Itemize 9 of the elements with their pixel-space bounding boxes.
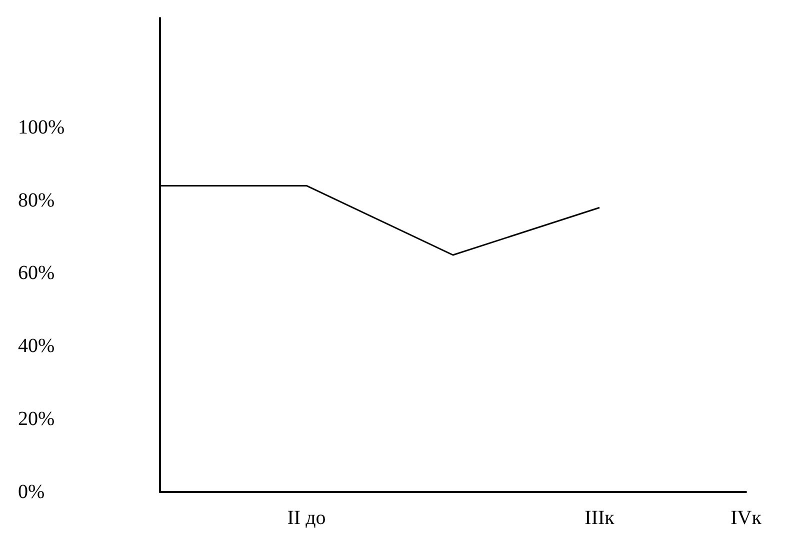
- x-tick-label: IVк: [730, 507, 762, 529]
- y-tick-label: 20%: [18, 408, 55, 430]
- y-tick-label: 0%: [18, 481, 45, 503]
- y-tick-label: 60%: [18, 262, 55, 284]
- y-tick-label: 80%: [18, 189, 55, 212]
- y-tick-label: 40%: [18, 335, 55, 358]
- x-tick-label: IIIк: [584, 507, 615, 529]
- y-tick-label: 100%: [18, 116, 65, 138]
- x-tick-label: II до: [287, 507, 326, 529]
